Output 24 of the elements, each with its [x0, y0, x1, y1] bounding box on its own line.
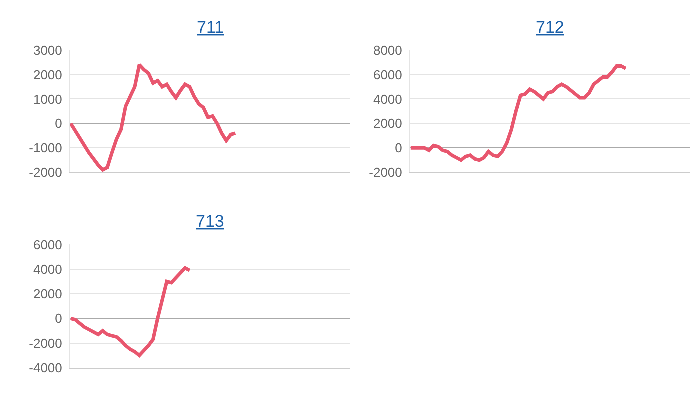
line-series — [410, 64, 628, 162]
y-tick-label: 2000 — [33, 286, 62, 302]
y-tick-label: 0 — [395, 140, 402, 156]
line-series — [70, 63, 238, 172]
y-tick-label: 2000 — [373, 116, 402, 132]
y-tick-label: -1000 — [29, 140, 62, 156]
y-tick-label: 6000 — [373, 67, 402, 82]
y-tick-label: 0 — [55, 116, 62, 132]
y-tick-label: 2000 — [33, 67, 62, 82]
y-tick-label: -2000 — [29, 165, 62, 180]
y-tick-label: 6000 — [33, 237, 62, 252]
y-tick-label: -2000 — [29, 336, 62, 351]
y-tick-label: 3000 — [33, 42, 62, 58]
chart-title: 711 — [197, 18, 224, 37]
y-tick-label: 8000 — [373, 42, 402, 58]
y-tick-label: -4000 — [29, 360, 62, 376]
line-series — [70, 266, 192, 358]
y-tick-label: 1000 — [33, 92, 62, 107]
y-tick-label: 0 — [55, 311, 62, 326]
chart-title: 712 — [536, 18, 564, 37]
y-tick-label: 4000 — [33, 262, 62, 277]
y-tick-label: 4000 — [373, 92, 402, 107]
y-tick-label: -2000 — [369, 165, 402, 180]
chart-title: 713 — [196, 212, 224, 231]
